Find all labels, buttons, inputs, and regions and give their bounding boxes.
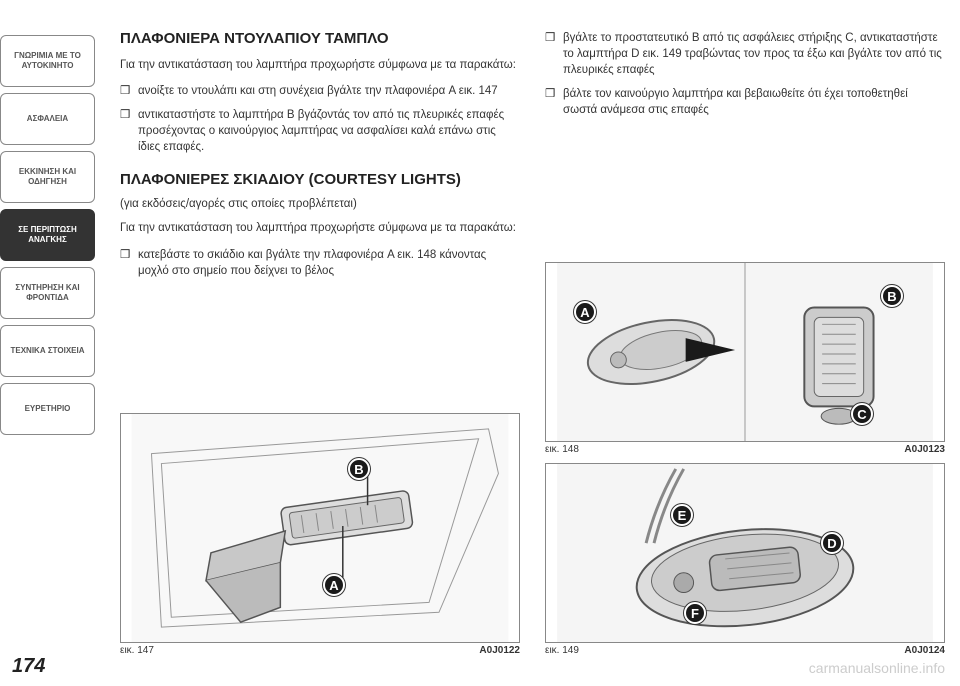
callout-149-e-icon: E — [671, 504, 693, 526]
fig149-label: εικ. 149 — [545, 645, 579, 656]
bullet-1a: ανοίξτε το ντουλάπι και στη συνέχεια βγά… — [120, 83, 520, 99]
column-left: ΠΛΑΦΟΝΙΕΡΑ ΝΤΟΥΛΑΠΙΟΥ ΤΑΜΠΛΟ Για την αντ… — [120, 30, 520, 656]
bullet-r1: βγάλτε το προστατευτικό B από τις ασφάλε… — [545, 30, 945, 78]
nav-item-driving[interactable]: ΕΚΚΙΝΗΣΗ ΚΑΙ ΟΔΗΓΗΣΗ — [0, 151, 95, 203]
callout-149-d-icon: D — [821, 532, 843, 554]
fig148-label: εικ. 148 — [545, 444, 579, 455]
figure-147-wrap: A B εικ. 147 A0J0122 — [120, 413, 520, 656]
intro-text-1: Για την αντικατάσταση του λαμπτήρα προχω… — [120, 57, 520, 73]
figure-148-caption: εικ. 148 A0J0123 — [545, 444, 945, 455]
figure-149: D E F — [545, 463, 945, 643]
callout-b-icon: B — [348, 458, 370, 480]
figure-149-wrap: D E F εικ. 149 A0J0124 — [545, 463, 945, 656]
nav-item-index[interactable]: ΕΥΡΕΤΗΡΙΟ — [0, 383, 95, 435]
bullet-r2: βάλτε τον καινούργιο λαμπτήρα και βεβαιω… — [545, 86, 945, 118]
figure-148-wrap: A B C εικ. 148 A0J0123 — [545, 262, 945, 455]
sidebar-nav: ΓΝΩΡΙΜΙΑ ΜΕ ΤΟ ΑΥΤΟΚΙΝΗΤΟ ΑΣΦΑΛΕΙΑ ΕΚΚΙΝ… — [0, 0, 95, 686]
heading-glovebox-light: ΠΛΑΦΟΝΙΕΡΑ ΝΤΟΥΛΑΠΙΟΥ ΤΑΜΠΛΟ — [120, 30, 520, 47]
nav-item-intro[interactable]: ΓΝΩΡΙΜΙΑ ΜΕ ΤΟ ΑΥΤΟΚΙΝΗΤΟ — [0, 35, 95, 87]
callout-149-f-icon: F — [684, 602, 706, 624]
callout-148-c-icon: C — [851, 403, 873, 425]
nav-item-maintenance[interactable]: ΣΥΝΤΗΡΗΣΗ ΚΑΙ ΦΡΟΝΤΙΔΑ — [0, 267, 95, 319]
intro-text-2: Για την αντικατάσταση του λαμπτήρα προχω… — [120, 220, 520, 236]
fig149-code: A0J0124 — [904, 645, 945, 656]
callout-a-icon: A — [323, 574, 345, 596]
figure-148: A B C — [545, 262, 945, 442]
fig148-code: A0J0123 — [904, 444, 945, 455]
figure-149-caption: εικ. 149 A0J0124 — [545, 645, 945, 656]
callout-148-a-icon: A — [574, 301, 596, 323]
nav-item-safety[interactable]: ΑΣΦΑΛΕΙΑ — [0, 93, 95, 145]
page-content: ΠΛΑΦΟΝΙΕΡΑ ΝΤΟΥΛΑΠΙΟΥ ΤΑΜΠΛΟ Για την αντ… — [95, 0, 960, 686]
fig147-label: εικ. 147 — [120, 645, 154, 656]
nav-item-tech[interactable]: ΤΕΧΝΙΚΑ ΣΤΟΙΧΕΙΑ — [0, 325, 95, 377]
subtitle-versions: (για εκδόσεις/αγορές στις οποίες προβλέπ… — [120, 198, 520, 210]
page-number: 174 — [12, 655, 45, 678]
bullet-1b: αντικαταστήστε το λαμπτήρα B βγάζοντάς τ… — [120, 107, 520, 155]
bullet-2a: κατεβάστε το σκιάδιο και βγάλτε την πλαφ… — [120, 247, 520, 279]
nav-item-emergency[interactable]: ΣΕ ΠΕΡΙΠΤΩΣΗ ΑΝΑΓΚΗΣ — [0, 209, 95, 261]
figure-147-caption: εικ. 147 A0J0122 — [120, 645, 520, 656]
heading-courtesy-lights: ΠΛΑΦΟΝΙΕΡΕΣ ΣΚΙΑΔΙΟΥ (COURTESY LIGHTS) — [120, 171, 520, 188]
figure-147-svg — [121, 414, 519, 642]
fig147-code: A0J0122 — [479, 645, 520, 656]
watermark: carmanualsonline.info — [809, 660, 945, 676]
figure-149-svg — [546, 464, 944, 642]
column-right: βγάλτε το προστατευτικό B από τις ασφάλε… — [545, 30, 945, 656]
figure-147: A B — [120, 413, 520, 643]
callout-148-b-icon: B — [881, 285, 903, 307]
